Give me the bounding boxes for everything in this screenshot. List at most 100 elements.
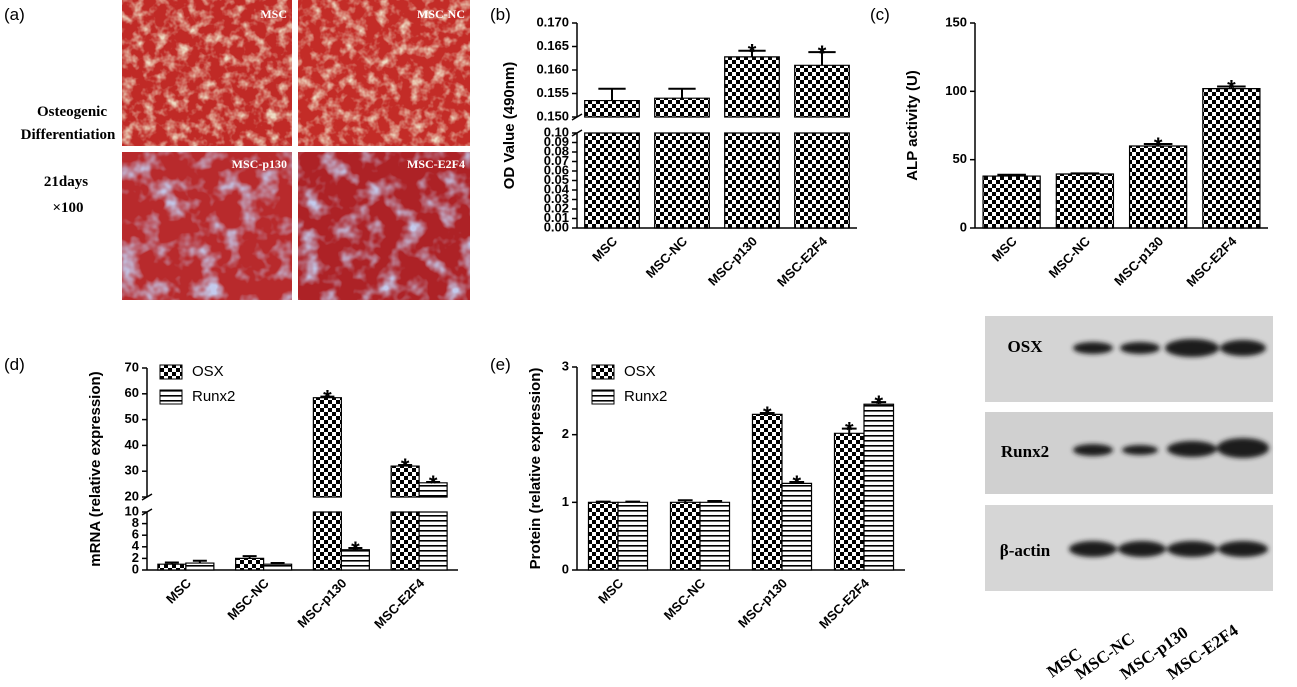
x-tick-label: MSC <box>589 233 620 264</box>
bar <box>794 64 850 229</box>
x-tick-label: MSC-NC <box>643 233 691 281</box>
significance-star: * <box>1227 76 1236 101</box>
band <box>1218 541 1268 557</box>
y-tick-label: 100 <box>945 83 967 98</box>
y-axis-label: ALP activity (U) <box>904 70 921 181</box>
image-label: MSC-E2F4 <box>407 157 465 171</box>
error-bar <box>320 395 335 398</box>
bar <box>340 549 370 571</box>
legend-swatch <box>591 364 615 380</box>
panel-label: (b) <box>490 5 511 24</box>
band <box>1165 339 1219 357</box>
legend-label: OSX <box>624 363 656 380</box>
error-bar <box>348 546 363 550</box>
bar <box>654 97 710 229</box>
y-tick-label: 3 <box>562 358 569 373</box>
legend-swatch <box>159 389 183 405</box>
y-tick-label: 0.170 <box>536 14 569 29</box>
panel-label: (a) <box>4 5 25 24</box>
significance-star: * <box>763 402 772 427</box>
x-tick-label: MSC-E2F4 <box>1183 233 1240 290</box>
bar <box>669 501 701 571</box>
error-bar <box>1217 85 1246 89</box>
y-tick-label: 0.09 <box>544 134 569 149</box>
staining-images: MSC MSC-NC MSC-p130 MSC-E2F4 <box>122 0 470 300</box>
y-tick-label: 10 <box>125 503 139 518</box>
error-bar <box>625 500 641 503</box>
x-tick-label: MSC-E2F4 <box>371 575 428 632</box>
significance-star: * <box>323 386 332 411</box>
y-tick-label: 0 <box>132 561 139 576</box>
bar <box>699 501 731 571</box>
x-tick-label: MSC-E2F4 <box>816 575 873 632</box>
error-bar <box>595 500 611 503</box>
y-tick-label: 0.02 <box>544 200 569 215</box>
y-tick-label: 0.06 <box>544 162 569 177</box>
bar <box>235 557 265 571</box>
legend-swatch <box>591 389 615 405</box>
significance-star: * <box>401 454 410 479</box>
band <box>1073 444 1113 456</box>
x-tick-label: MSC <box>595 575 626 606</box>
error-bar <box>668 87 696 99</box>
error-bar <box>598 87 626 101</box>
y-tick-label: 60 <box>125 385 139 400</box>
y-axis-label: mRNA (relative expression) <box>87 371 104 566</box>
x-tick-label: MSC-NC <box>661 575 709 623</box>
legend-label: OSX <box>192 363 224 380</box>
y-tick-label: 0.05 <box>544 172 569 187</box>
x-tick-label: MSC <box>989 233 1020 264</box>
significance-star: * <box>845 418 854 443</box>
caption: 21days <box>44 174 88 190</box>
y-axis <box>141 368 153 570</box>
error-bar <box>707 499 723 503</box>
band <box>1118 541 1166 557</box>
caption: ×100 <box>52 200 83 216</box>
x-tick-label: MSC-p130 <box>735 576 790 631</box>
band <box>1122 445 1158 455</box>
significance-star: * <box>748 40 757 65</box>
error-bar <box>1070 172 1100 175</box>
x-tick-label: MSC-NC <box>224 575 272 623</box>
bar <box>781 482 813 571</box>
band <box>1120 342 1160 354</box>
band <box>1217 438 1269 458</box>
y-tick-label: 0.160 <box>536 61 569 76</box>
band <box>1220 340 1266 356</box>
y-tick-label: 0.155 <box>536 85 569 100</box>
y-tick-label: 4 <box>132 538 140 553</box>
panel-label: (e) <box>490 355 511 374</box>
image-label: MSC-p130 <box>232 157 287 171</box>
y-tick-label: 0.10 <box>544 124 569 139</box>
error-bar <box>841 427 857 434</box>
significance-star: * <box>874 391 883 416</box>
error-bar <box>789 481 805 484</box>
error-bar <box>738 49 766 57</box>
y-tick-label: 0.01 <box>544 210 569 225</box>
y-tick-label: 0.03 <box>544 191 569 206</box>
error-bar <box>426 481 441 484</box>
micrograph-texture <box>122 0 292 146</box>
error-bar <box>270 562 285 565</box>
error-bar <box>242 555 257 559</box>
blot-row-label: Runx2 <box>1001 442 1049 461</box>
micrograph-texture <box>298 152 470 300</box>
error-bar <box>677 499 693 503</box>
error-bar <box>759 412 775 415</box>
error-bar <box>997 173 1026 177</box>
image-label: MSC-NC <box>417 7 465 21</box>
bar <box>185 562 215 571</box>
y-tick-label: 50 <box>953 151 967 166</box>
y-tick-label: 0.00 <box>544 219 569 234</box>
x-tick-label: MSC-p130 <box>1111 234 1166 289</box>
bar <box>312 397 342 571</box>
y-tick-label: 40 <box>125 437 139 452</box>
blot-membrane <box>985 316 1273 402</box>
band <box>1069 541 1117 557</box>
bar <box>833 432 865 571</box>
error-bar <box>398 464 413 467</box>
significance-star: * <box>351 537 360 562</box>
bar <box>1202 88 1261 229</box>
significance-star: * <box>818 41 827 66</box>
